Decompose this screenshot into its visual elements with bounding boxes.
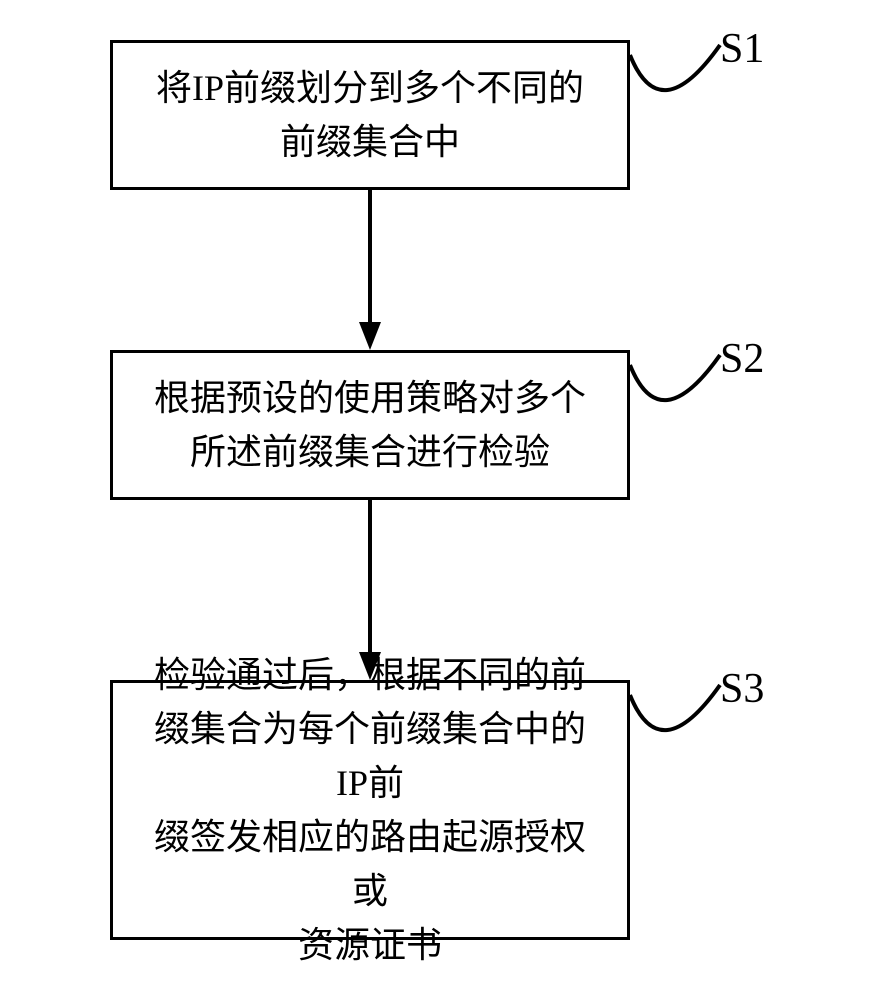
flowchart-box-s1: 将IP前缀划分到多个不同的前缀集合中 <box>110 40 630 190</box>
box-s1-text: 将IP前缀划分到多个不同的前缀集合中 <box>156 61 584 169</box>
box-s2-text: 根据预设的使用策略对多个所述前缀集合进行检验 <box>154 371 586 479</box>
flowchart-container: 将IP前缀划分到多个不同的前缀集合中 S1 根据预设的使用策略对多个所述前缀集合… <box>0 0 890 1000</box>
flowchart-box-s3: 检验通过后，根据不同的前缀集合为每个前缀集合中的IP前缀签发相应的路由起源授权或… <box>110 680 630 940</box>
box-s3-text: 检验通过后，根据不同的前缀集合为每个前缀集合中的IP前缀签发相应的路由起源授权或… <box>143 648 597 972</box>
flowchart-box-s2: 根据预设的使用策略对多个所述前缀集合进行检验 <box>110 350 630 500</box>
label-s3: S3 <box>720 665 764 713</box>
label-s2: S2 <box>720 335 764 383</box>
label-s1: S1 <box>720 25 764 73</box>
